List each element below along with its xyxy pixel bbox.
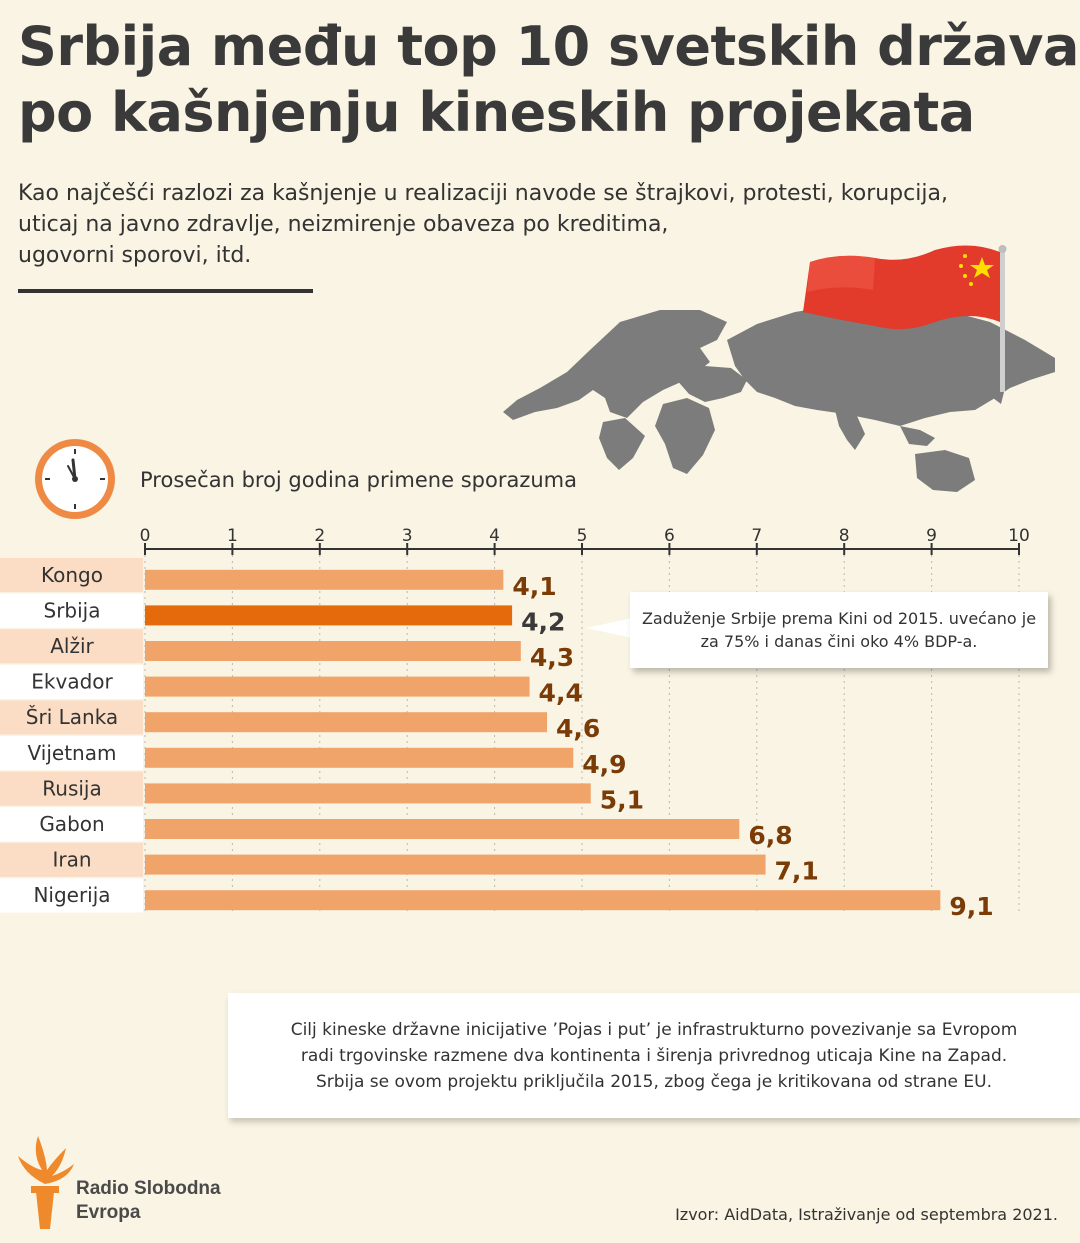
info-box: Cilj kineske državne inicijative ’Pojas … bbox=[228, 993, 1080, 1118]
bar bbox=[145, 569, 504, 590]
title-line: Srbija među top 10 svetskih država bbox=[18, 15, 1079, 78]
value-label: 4,4 bbox=[539, 679, 583, 708]
row-label-background bbox=[0, 736, 143, 771]
bar bbox=[145, 890, 941, 911]
clock-icon bbox=[35, 439, 115, 519]
logo-line: Evropa bbox=[76, 1202, 141, 1223]
callout-line: Zaduženje Srbije prema Kini od 2015. uve… bbox=[641, 609, 1037, 628]
category-label: Šri Lanka bbox=[26, 705, 118, 729]
value-label: 4,9 bbox=[582, 750, 626, 779]
category-label: Kongo bbox=[41, 563, 103, 587]
value-label: 6,8 bbox=[748, 821, 792, 850]
bar bbox=[145, 676, 530, 697]
title-line: po kašnjenju kineskih projekata bbox=[18, 81, 975, 144]
x-tick-label: 9 bbox=[926, 526, 937, 546]
x-tick-label: 3 bbox=[402, 526, 413, 546]
x-tick-label: 10 bbox=[1008, 526, 1030, 546]
subtitle-line: Kao najčešći razlozi za kašnjenje u real… bbox=[18, 181, 948, 206]
category-label: Srbija bbox=[44, 598, 101, 622]
logo-line: Radio Slobodna bbox=[76, 1178, 221, 1199]
callout-box: Zaduženje Srbije prema Kini od 2015. uve… bbox=[630, 592, 1048, 668]
x-tick-label: 2 bbox=[314, 526, 325, 546]
x-tick-label: 7 bbox=[751, 526, 762, 546]
map-continents bbox=[503, 302, 1055, 492]
row-label-background bbox=[0, 842, 143, 877]
bar bbox=[145, 605, 513, 626]
category-label: Ekvador bbox=[31, 670, 113, 694]
value-label: 4,6 bbox=[556, 714, 600, 743]
x-tick-label: 8 bbox=[839, 526, 850, 546]
category-label: Rusija bbox=[42, 776, 101, 800]
row-label-background bbox=[0, 593, 143, 628]
x-tick-label: 0 bbox=[140, 526, 151, 546]
axis-title: Prosečan broj godina primene sporazuma bbox=[140, 468, 577, 492]
value-label: 4,3 bbox=[530, 643, 574, 672]
value-label: 7,1 bbox=[775, 857, 819, 886]
divider bbox=[18, 289, 313, 293]
row-label-background bbox=[0, 807, 143, 842]
bar bbox=[145, 854, 766, 875]
value-label: 4,2 bbox=[521, 607, 565, 636]
bar bbox=[145, 712, 548, 733]
info-line: Srbija se ovom projektu priključila 2015… bbox=[315, 1071, 993, 1092]
row-label-background bbox=[0, 664, 143, 699]
value-label: 5,1 bbox=[600, 785, 644, 814]
category-label: Vijetnam bbox=[28, 741, 117, 765]
category-label: Gabon bbox=[39, 812, 104, 836]
info-line: Cilj kineske državne inicijative ’Pojas … bbox=[290, 1019, 1018, 1040]
info-line: radi trgovinske razmene dva kontinenta i… bbox=[300, 1045, 1008, 1066]
x-tick-label: 6 bbox=[664, 526, 675, 546]
china-flag-icon bbox=[803, 245, 1007, 392]
x-tick-label: 5 bbox=[577, 526, 588, 546]
x-tick-label: 1 bbox=[227, 526, 238, 546]
x-tick-label: 4 bbox=[489, 526, 500, 546]
bar bbox=[145, 783, 591, 804]
subtitle-line: ugovorni sporovi, itd. bbox=[18, 243, 252, 268]
subtitle: Kao najčešći razlozi za kašnjenje u real… bbox=[18, 178, 1018, 271]
bar bbox=[145, 641, 521, 661]
value-label: 9,1 bbox=[949, 892, 993, 921]
row-label-background bbox=[0, 700, 143, 735]
bar bbox=[145, 747, 574, 768]
callout-pointer bbox=[586, 618, 632, 638]
row-label-background bbox=[0, 878, 143, 913]
category-label: Nigerija bbox=[33, 883, 110, 907]
row-label-background bbox=[0, 771, 143, 806]
row-label-background bbox=[0, 629, 143, 664]
category-label: Alžir bbox=[50, 634, 94, 658]
row-label-background bbox=[0, 558, 143, 593]
page-title: Srbija među top 10 svetskih država po ka… bbox=[18, 14, 1079, 146]
world-map-icon bbox=[503, 245, 1055, 492]
category-label: Iran bbox=[52, 848, 91, 872]
subtitle-line: uticaj na javno zdravlje, neizmirenje ob… bbox=[18, 212, 669, 237]
value-label: 4,1 bbox=[512, 572, 556, 601]
logo-text: Radio Slobodna Evropa bbox=[76, 1177, 221, 1225]
bar-chart: 0 1 2 3 4 5 6 7 8 9 10 Kongo 4,1 Srbija 4,2 Alžir 4,3 Ekv… bbox=[0, 526, 1030, 921]
callout-line: za 75% i danas čini oko 4% BDP-a. bbox=[700, 632, 978, 651]
source-note: Izvor: AidData, Istraživanje od septembr… bbox=[675, 1205, 1058, 1224]
torch-icon bbox=[18, 1136, 74, 1229]
bar bbox=[145, 819, 740, 839]
